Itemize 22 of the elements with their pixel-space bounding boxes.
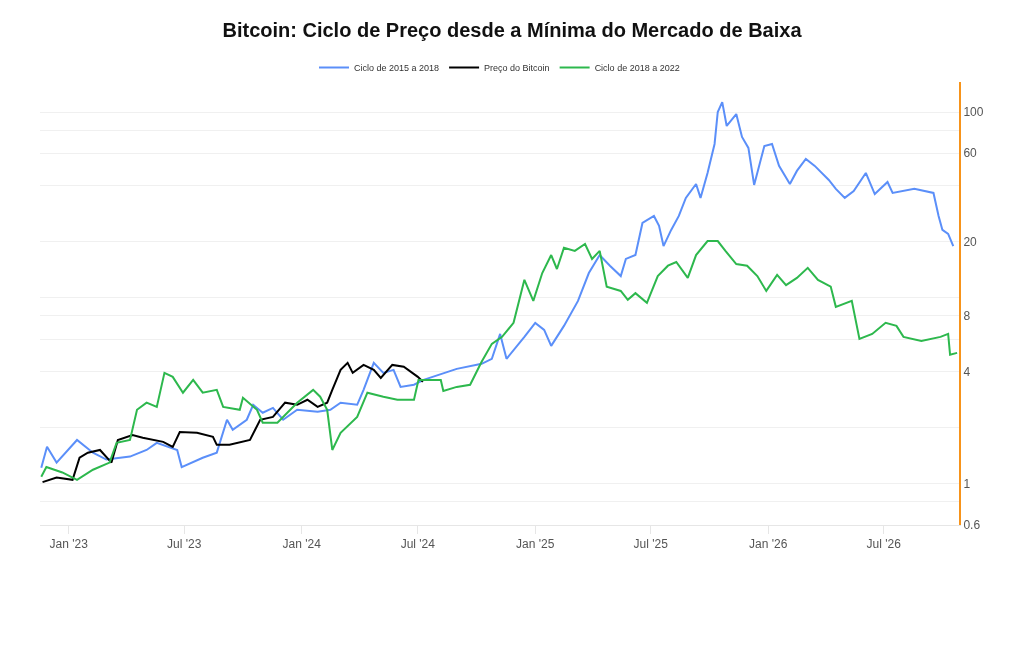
y-tick-label: 4 bbox=[963, 365, 971, 380]
x-tick-label: Jan '25 bbox=[516, 537, 555, 552]
x-tick-label: Jan '24 bbox=[282, 537, 322, 552]
x-tick-label: Jan '26 bbox=[749, 537, 788, 552]
y-tick-label: 0.6 bbox=[963, 518, 981, 533]
x-tick-label: Jul '26 bbox=[866, 537, 902, 552]
legend-label: Ciclo de 2018 a 2022 bbox=[594, 63, 680, 74]
chart-title: Bitcoin: Ciclo de Preço desde a Mínima do Mercado de Baixa bbox=[222, 18, 803, 41]
line-series bbox=[41, 361, 424, 484]
x-tick-label: Jul '24 bbox=[400, 537, 436, 552]
x-tick-label: Jan '23 bbox=[49, 537, 89, 552]
y-tick-label: 1 bbox=[963, 476, 971, 491]
line-series bbox=[40, 101, 955, 469]
line-series bbox=[40, 240, 959, 481]
legend-label: Preço do Bitcoin bbox=[484, 63, 550, 74]
x-tick-label: Jul '23 bbox=[167, 537, 202, 552]
y-tick-label: 20 bbox=[963, 235, 978, 250]
y-tick-label: 8 bbox=[963, 309, 971, 324]
x-tick-label: Jul '25 bbox=[633, 537, 669, 552]
y-tick-label: 60 bbox=[963, 146, 978, 161]
y-tick-label: 100 bbox=[963, 105, 984, 120]
legend-label: Ciclo de 2015 a 2018 bbox=[354, 63, 440, 74]
